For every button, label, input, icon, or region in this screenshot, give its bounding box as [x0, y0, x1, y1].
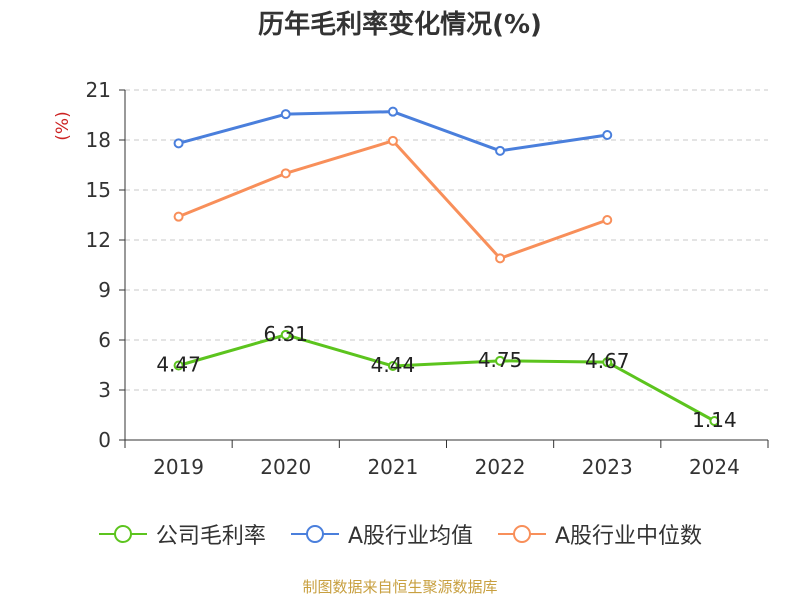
- y-tick-label: 3: [98, 378, 111, 402]
- x-tick-label: 2024: [689, 455, 740, 479]
- legend-line-circle-icon: [290, 525, 339, 543]
- data-point: [495, 253, 506, 264]
- data-point: [280, 168, 291, 179]
- y-tick-label: 15: [86, 178, 111, 202]
- data-point: [173, 360, 184, 371]
- axes: 0 3 6 9 12 15 18 21 2019 2020 2021 2022 2023 2024 (%): [53, 78, 769, 479]
- chart-title: 历年毛利率变化情况(%): [258, 10, 542, 40]
- y-tick-label: 18: [86, 128, 111, 152]
- grid-lines: [125, 89, 768, 391]
- data-label: 1.14: [692, 408, 737, 432]
- y-tick-label: 6: [98, 328, 111, 352]
- legend-item-industry-median[interactable]: A股行业中位数: [497, 518, 702, 550]
- data-point: [387, 361, 398, 371]
- data-point: [602, 357, 613, 368]
- legend-label: A股行业均值: [347, 524, 473, 549]
- data-point: [602, 130, 613, 140]
- y-tick-label: 12: [86, 228, 111, 252]
- data-point: [173, 138, 184, 149]
- data-point: [387, 106, 398, 117]
- y-tick-label: 9: [98, 278, 111, 302]
- data-label: 4.67: [585, 349, 630, 373]
- data-point: [709, 416, 720, 426]
- x-tick-label: 2021: [367, 455, 418, 479]
- data-point: [602, 215, 613, 225]
- data-point: [280, 109, 291, 120]
- x-tick-label: 2019: [153, 455, 204, 479]
- data-label: 4.47: [156, 353, 201, 377]
- y-tick-label: 21: [86, 78, 111, 102]
- data-label: 6.31: [263, 322, 308, 346]
- source-note: 制图数据来自恒生聚源数据库: [302, 578, 498, 596]
- data-labels: 4.47 6.31 4.44 4.75 4.67 1.14: [156, 322, 736, 432]
- data-label: 4.44: [371, 353, 416, 377]
- series-line: [178, 139, 608, 260]
- y-axis-label: (%): [53, 111, 73, 140]
- legend-label: 公司毛利率: [155, 524, 266, 549]
- data-point: [387, 135, 398, 146]
- x-tick-label: 2022: [475, 455, 526, 479]
- legend-line-circle-icon: [498, 525, 546, 543]
- data-label: 4.75: [478, 348, 523, 372]
- data-point: [495, 145, 506, 156]
- x-tick-label: 2020: [260, 455, 311, 479]
- data-point: [280, 329, 291, 340]
- legend-label: A股行业中位数: [555, 524, 703, 549]
- legend: 公司毛利率 A股行业均值 A股行业中位数: [0, 518, 800, 550]
- data-point: [173, 211, 184, 222]
- legend-line-circle-icon: [98, 525, 147, 543]
- x-tick-label: 2023: [582, 455, 633, 479]
- series-lines: [173, 106, 720, 426]
- legend-item-industry-mean[interactable]: A股行业均值: [290, 518, 473, 550]
- series-line: [178, 333, 716, 423]
- legend-item-company[interactable]: 公司毛利率: [98, 518, 266, 550]
- y-tick-label: 0: [98, 428, 111, 452]
- data-point: [495, 355, 506, 366]
